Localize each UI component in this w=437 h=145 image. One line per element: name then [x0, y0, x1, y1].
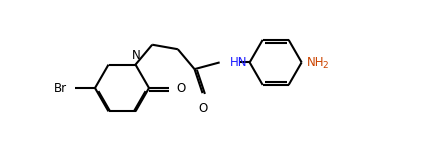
Text: Br: Br	[54, 81, 67, 95]
Text: N: N	[132, 49, 141, 62]
Text: O: O	[198, 102, 207, 115]
Text: 2: 2	[323, 61, 328, 70]
Text: HN: HN	[230, 56, 247, 69]
Text: NH: NH	[307, 56, 324, 69]
Text: O: O	[176, 81, 185, 95]
